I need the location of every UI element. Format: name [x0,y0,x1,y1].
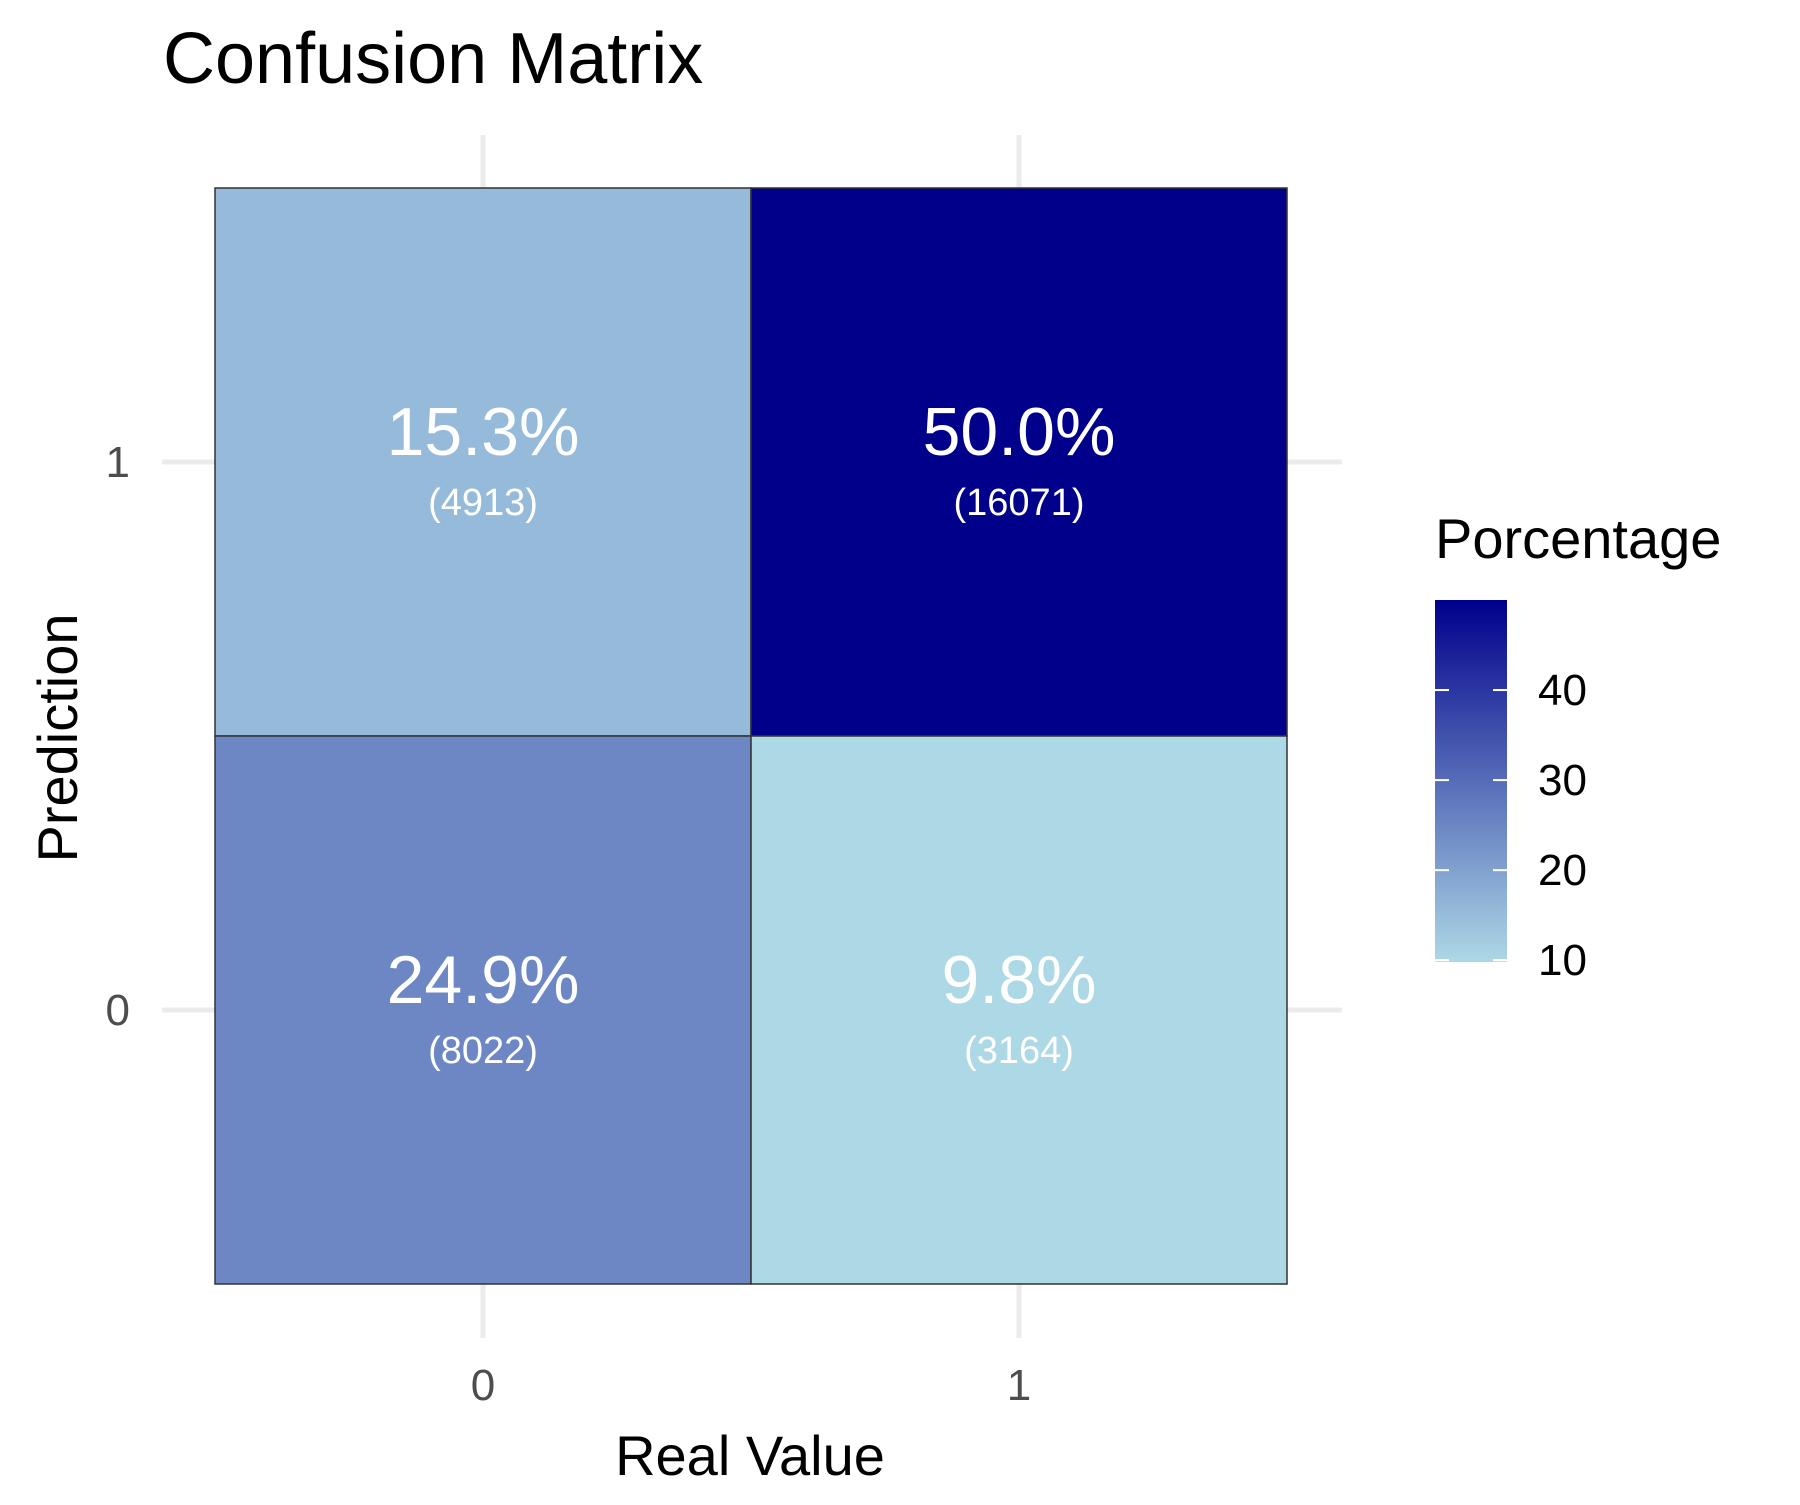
y-axis-label: Prediction [26,613,89,862]
cell-count-label: (16071) [954,482,1085,524]
legend-tick-label: 10 [1538,936,1587,985]
heatmap-cell [214,187,752,737]
y-tick-label: 1 [106,438,130,487]
legend-tick-label: 40 [1538,666,1587,715]
cell-labels: 15.3% (4913) 50.0% (16071) 24.9% (8022) 9.8% (3… [387,394,1116,1072]
y-tick-label: 0 [106,986,130,1035]
chart-title: Confusion Matrix [163,19,703,99]
x-axis-label: Real Value [615,1424,885,1487]
heatmap-cell [214,735,752,1285]
cell-percent-label: 24.9% [387,942,580,1018]
cell-percent-label: 15.3% [387,394,580,470]
x-tick-label: 1 [1007,1361,1031,1410]
axis-ticks: 0 1 0 1 [106,438,1032,1410]
legend-title: Porcentage [1435,507,1721,570]
heatmap-cells [214,187,1288,1285]
cell-count-label: (8022) [428,1030,538,1072]
cell-percent-label: 50.0% [923,394,1116,470]
cell-count-label: (3164) [964,1030,1074,1072]
color-legend: Porcentage 10 20 30 40 [1435,507,1721,985]
legend-tick-label: 20 [1538,846,1587,895]
heatmap-cell [750,735,1288,1285]
cell-count-label: (4913) [428,482,538,524]
x-tick-label: 0 [471,1361,495,1410]
legend-tick-label: 30 [1538,756,1587,805]
cell-percent-label: 9.8% [942,942,1097,1018]
